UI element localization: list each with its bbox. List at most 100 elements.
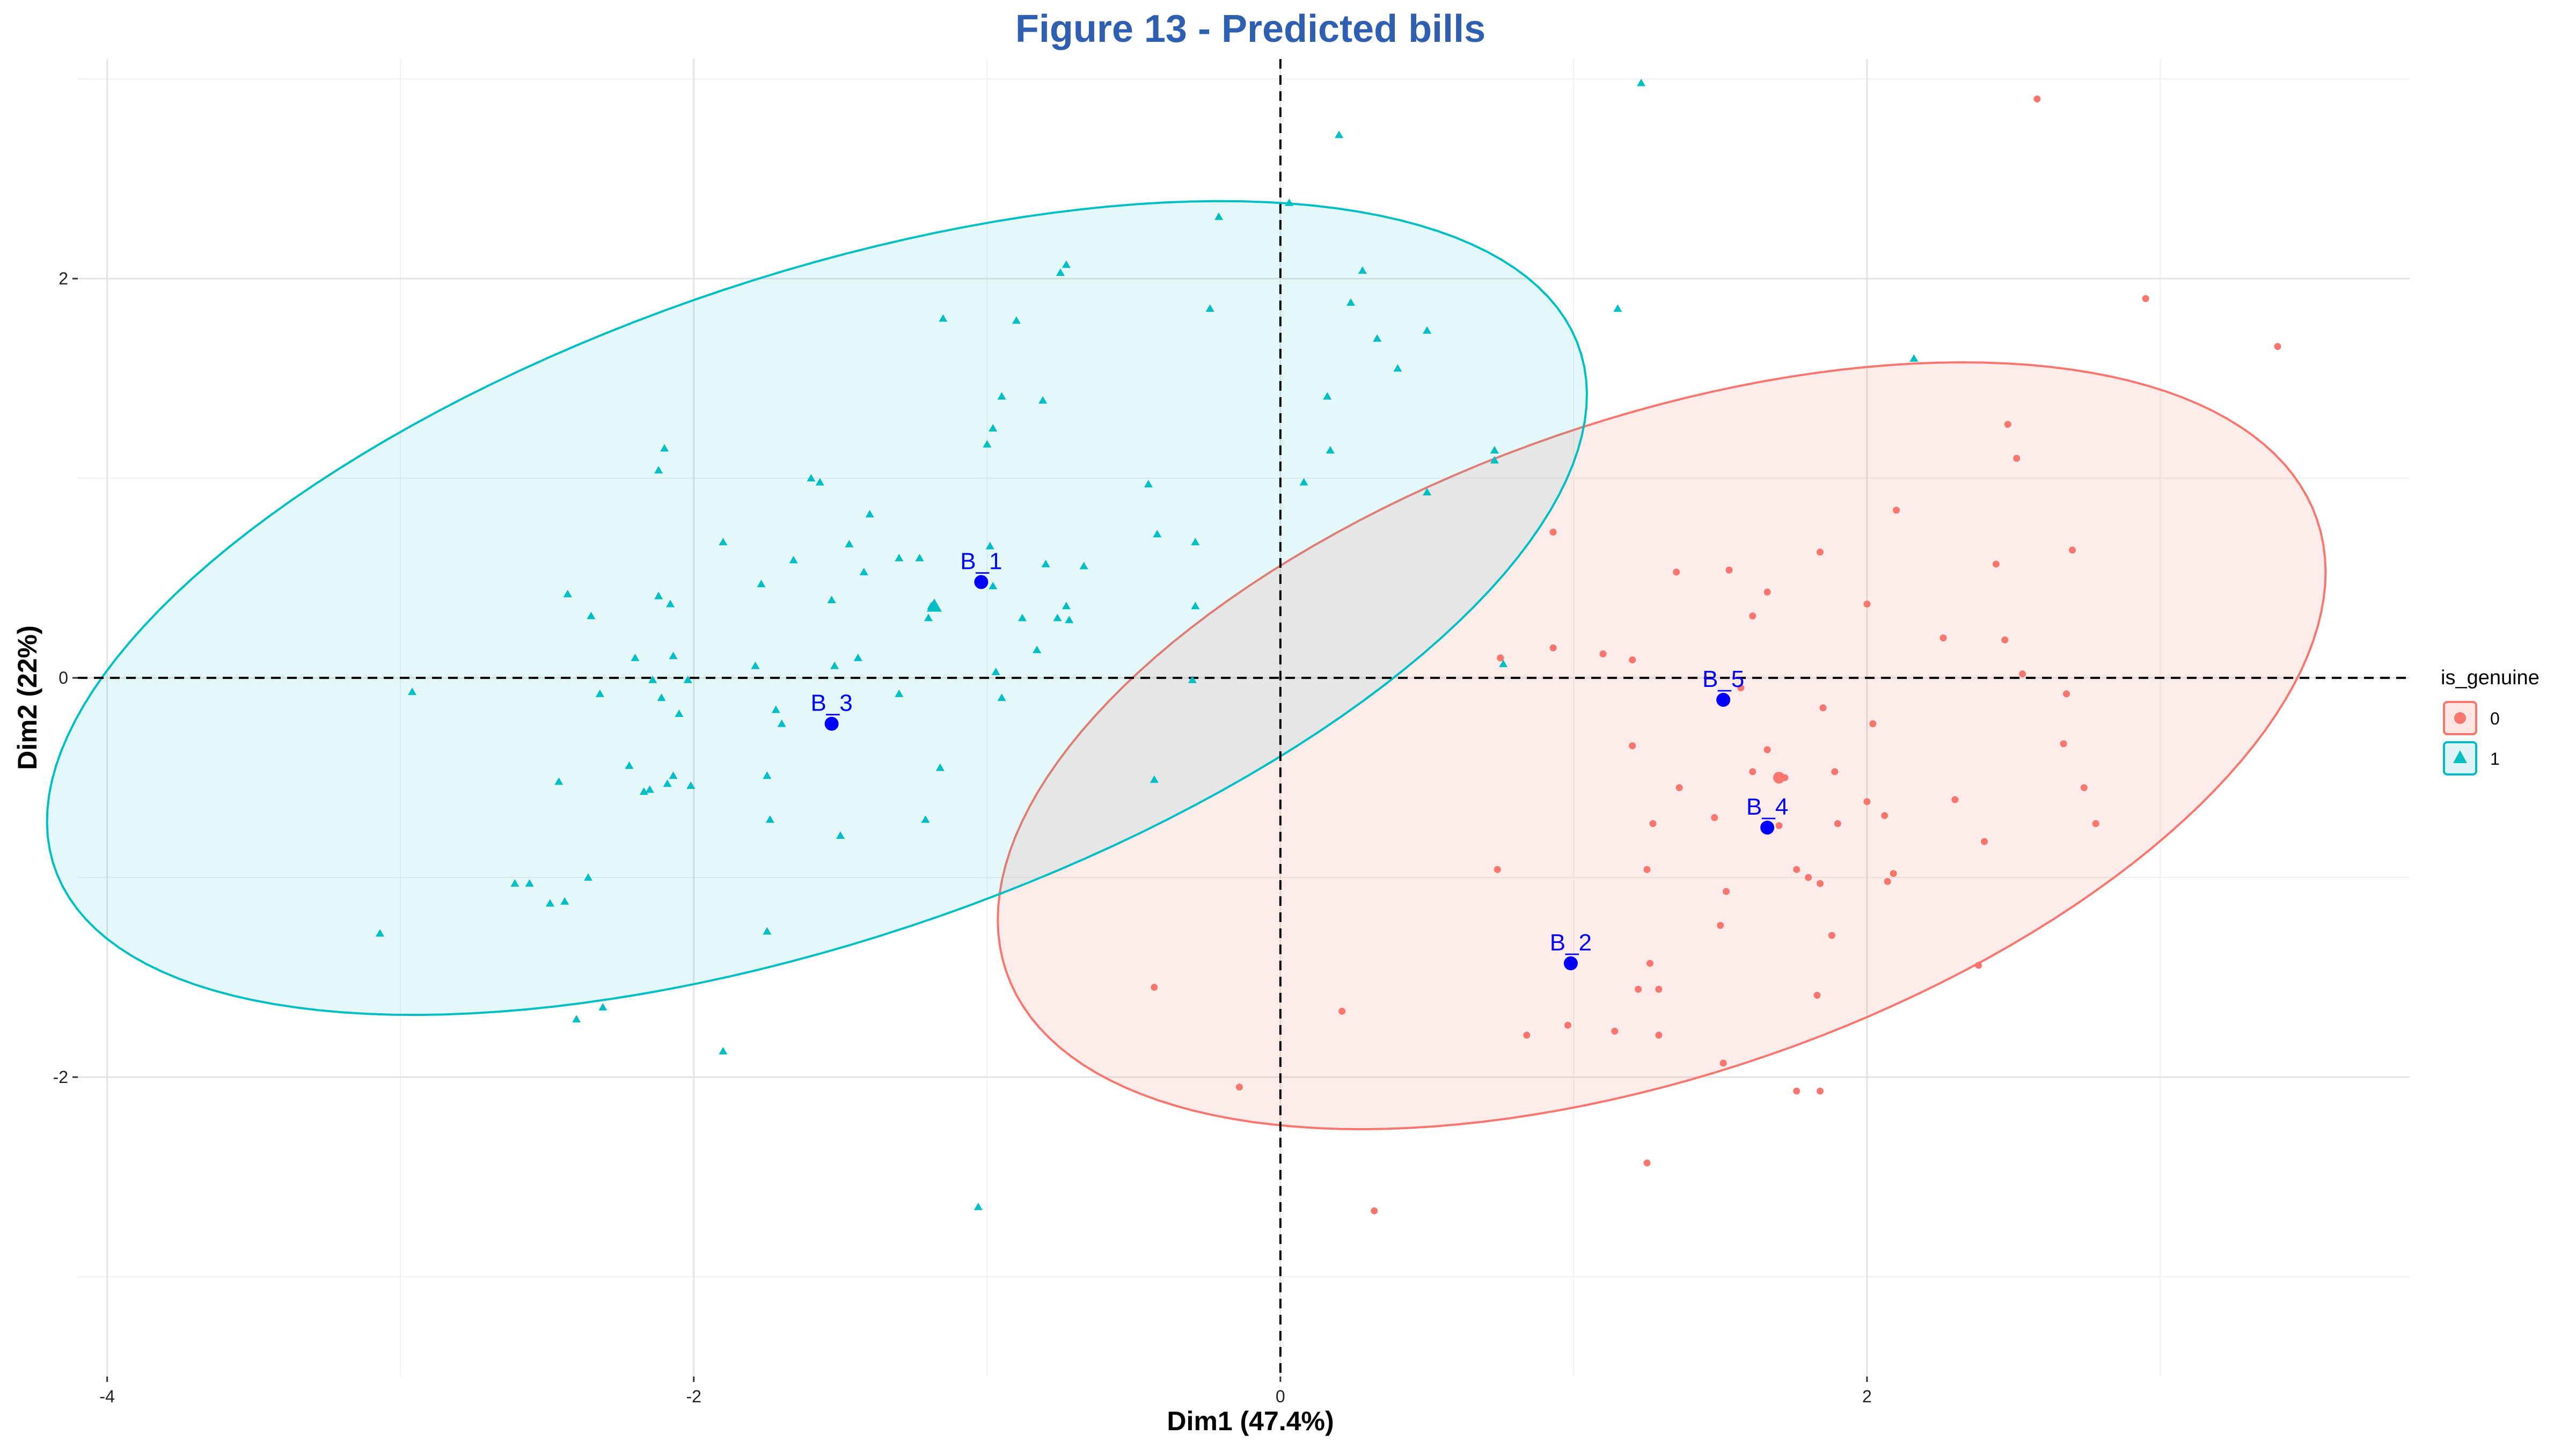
- point-genuine-0: [1869, 720, 1877, 728]
- point-genuine-1: [935, 763, 945, 771]
- point-genuine-1: [663, 779, 672, 787]
- point-genuine-1: [1637, 78, 1646, 86]
- point-genuine-1: [865, 510, 874, 518]
- x-axis-title: Dim1 (47.4%): [1167, 1406, 1334, 1436]
- point-genuine-1: [648, 675, 657, 683]
- point-genuine-0: [1719, 1059, 1727, 1067]
- point-genuine-0: [2080, 784, 2088, 792]
- point-genuine-1: [915, 553, 924, 561]
- legend-triangle-icon: [2453, 750, 2467, 763]
- point-genuine-1: [639, 787, 648, 795]
- point-genuine-0: [1749, 768, 1757, 775]
- point-genuine-0: [1813, 992, 1821, 999]
- point-genuine-1: [765, 815, 774, 823]
- point-genuine-0: [1940, 634, 1947, 642]
- point-genuine-0: [1675, 784, 1683, 792]
- confidence-ellipse-0: [997, 361, 2327, 1131]
- point-genuine-1: [1613, 304, 1622, 312]
- point-genuine-0: [1992, 560, 2000, 568]
- point-genuine-1: [645, 785, 654, 793]
- point-genuine-1: [525, 879, 534, 887]
- point-genuine-1: [654, 591, 663, 599]
- point-genuine-0: [1235, 1084, 1243, 1091]
- reference-lines: [78, 59, 2410, 1377]
- point-genuine-1: [1326, 446, 1335, 454]
- point-genuine-1: [924, 613, 933, 621]
- point-genuine-0: [2060, 740, 2067, 748]
- point-genuine-1: [815, 478, 824, 486]
- point-genuine-0: [2033, 95, 2041, 103]
- point-genuine-0: [1763, 746, 1771, 753]
- point-genuine-1: [572, 1015, 581, 1023]
- point-genuine-1: [631, 653, 640, 661]
- point-genuine-1: [1056, 268, 1065, 276]
- point-genuine-1: [1062, 260, 1071, 268]
- point-genuine-0: [1643, 1159, 1651, 1167]
- point-genuine-1: [771, 705, 780, 713]
- point-genuine-1: [777, 719, 786, 727]
- point-genuine-1: [666, 599, 675, 608]
- point-genuine-1: [587, 611, 596, 619]
- point-genuine-1: [751, 661, 760, 669]
- point-genuine-1: [807, 474, 816, 482]
- point-genuine-0: [1819, 704, 1827, 712]
- point-genuine-0: [1951, 796, 1959, 803]
- point-genuine-0: [1816, 880, 1824, 887]
- point-genuine-0: [2142, 295, 2149, 302]
- point-genuine-0: [1673, 568, 1680, 576]
- point-genuine-1: [1033, 646, 1042, 654]
- point-genuine-0: [1497, 654, 1504, 662]
- point-genuine-0: [1655, 985, 1663, 993]
- point-genuine-0: [1564, 1021, 1571, 1029]
- point-genuine-1: [1153, 530, 1162, 538]
- point-genuine-0: [2019, 670, 2026, 678]
- point-genuine-1: [719, 1046, 728, 1055]
- predicted-label-b_1: B_1: [960, 548, 1002, 575]
- point-genuine-1: [1150, 775, 1159, 783]
- point-genuine-0: [1611, 1027, 1619, 1035]
- confidence-ellipse-1: [46, 200, 1589, 1016]
- predicted-label-b_3: B_3: [810, 690, 852, 716]
- point-genuine-0: [1863, 798, 1871, 806]
- point-genuine-1: [1346, 298, 1355, 306]
- point-genuine-0: [1890, 870, 1897, 877]
- point-genuine-0: [1635, 985, 1642, 993]
- point-genuine-1: [1079, 561, 1088, 569]
- point-genuine-1: [853, 653, 862, 661]
- point-genuine-1: [375, 929, 384, 937]
- point-genuine-0: [1749, 612, 1757, 620]
- point-genuine-0: [1775, 822, 1783, 829]
- predicted-label-b_2: B_2: [1550, 930, 1592, 956]
- legend-label-0: 0: [2490, 709, 2500, 728]
- point-genuine-1: [1205, 304, 1214, 312]
- point-genuine-1: [1065, 616, 1074, 624]
- y-tick-label: 0: [58, 668, 68, 687]
- point-genuine-0: [1151, 984, 1158, 991]
- predicted-point-b_2: [1563, 956, 1578, 971]
- point-genuine-0: [1655, 1031, 1663, 1039]
- y-axis-title: Dim2 (22%): [12, 625, 42, 770]
- point-genuine-0: [1793, 866, 1801, 873]
- point-genuine-1: [1299, 478, 1308, 486]
- point-genuine-1: [921, 815, 930, 823]
- point-genuine-0: [1523, 1031, 1531, 1039]
- point-genuine-0: [1863, 600, 1871, 608]
- point-genuine-1: [1191, 602, 1200, 610]
- point-genuine-1: [1358, 266, 1367, 274]
- point-genuine-1: [683, 675, 692, 683]
- point-genuine-1: [583, 873, 592, 881]
- centroid-genuine-0: [1773, 772, 1785, 784]
- point-genuine-1: [1214, 212, 1224, 220]
- point-genuine-1: [859, 567, 868, 575]
- point-genuine-1: [763, 771, 772, 779]
- predicted-points: B_1 B_2 B_3 B_4 B_5: [810, 548, 1788, 971]
- point-genuine-0: [2004, 421, 2011, 428]
- point-genuine-1: [789, 555, 798, 564]
- point-genuine-0: [1723, 888, 1730, 895]
- point-genuine-0: [1549, 529, 1557, 536]
- point-genuine-0: [1629, 742, 1636, 750]
- point-genuine-0: [1793, 1087, 1801, 1095]
- x-tick-label: -2: [686, 1387, 701, 1406]
- x-tick-label: 2: [1862, 1387, 1872, 1406]
